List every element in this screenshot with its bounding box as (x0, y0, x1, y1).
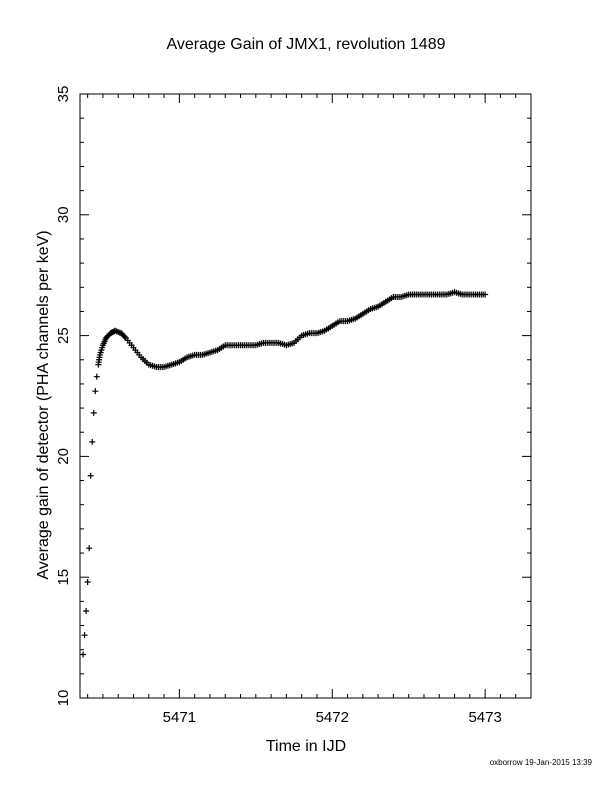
plot-frame (79, 93, 532, 699)
y-tick-label: 15 (55, 569, 72, 586)
y-tick-label: 10 (55, 690, 72, 707)
footer-timestamp: oxborrow 19-Jan-2015 13:39 (489, 758, 592, 767)
data-point (87, 472, 94, 479)
chart-title: Average Gain of JMX1, revolution 1489 (166, 36, 446, 53)
y-tick-label: 35 (55, 86, 72, 103)
data-point (121, 333, 128, 340)
x-tick-label: 5472 (316, 709, 349, 726)
data-point (81, 632, 88, 639)
data-point (90, 409, 97, 416)
data-point (83, 608, 90, 615)
x-tick-label: 5471 (163, 709, 196, 726)
data-point (482, 291, 489, 298)
y-tick-label: 30 (55, 206, 72, 223)
data-point (89, 438, 96, 445)
y-tick-label: 25 (55, 327, 72, 344)
x-axis-label: Time in IJD (265, 738, 347, 755)
y-tick-label: 20 (55, 448, 72, 465)
data-point (84, 579, 91, 586)
data-point (92, 388, 99, 395)
x-tick-label: 5473 (468, 709, 501, 726)
data-point (80, 651, 87, 658)
data-point (86, 545, 93, 552)
data-point (93, 373, 100, 380)
